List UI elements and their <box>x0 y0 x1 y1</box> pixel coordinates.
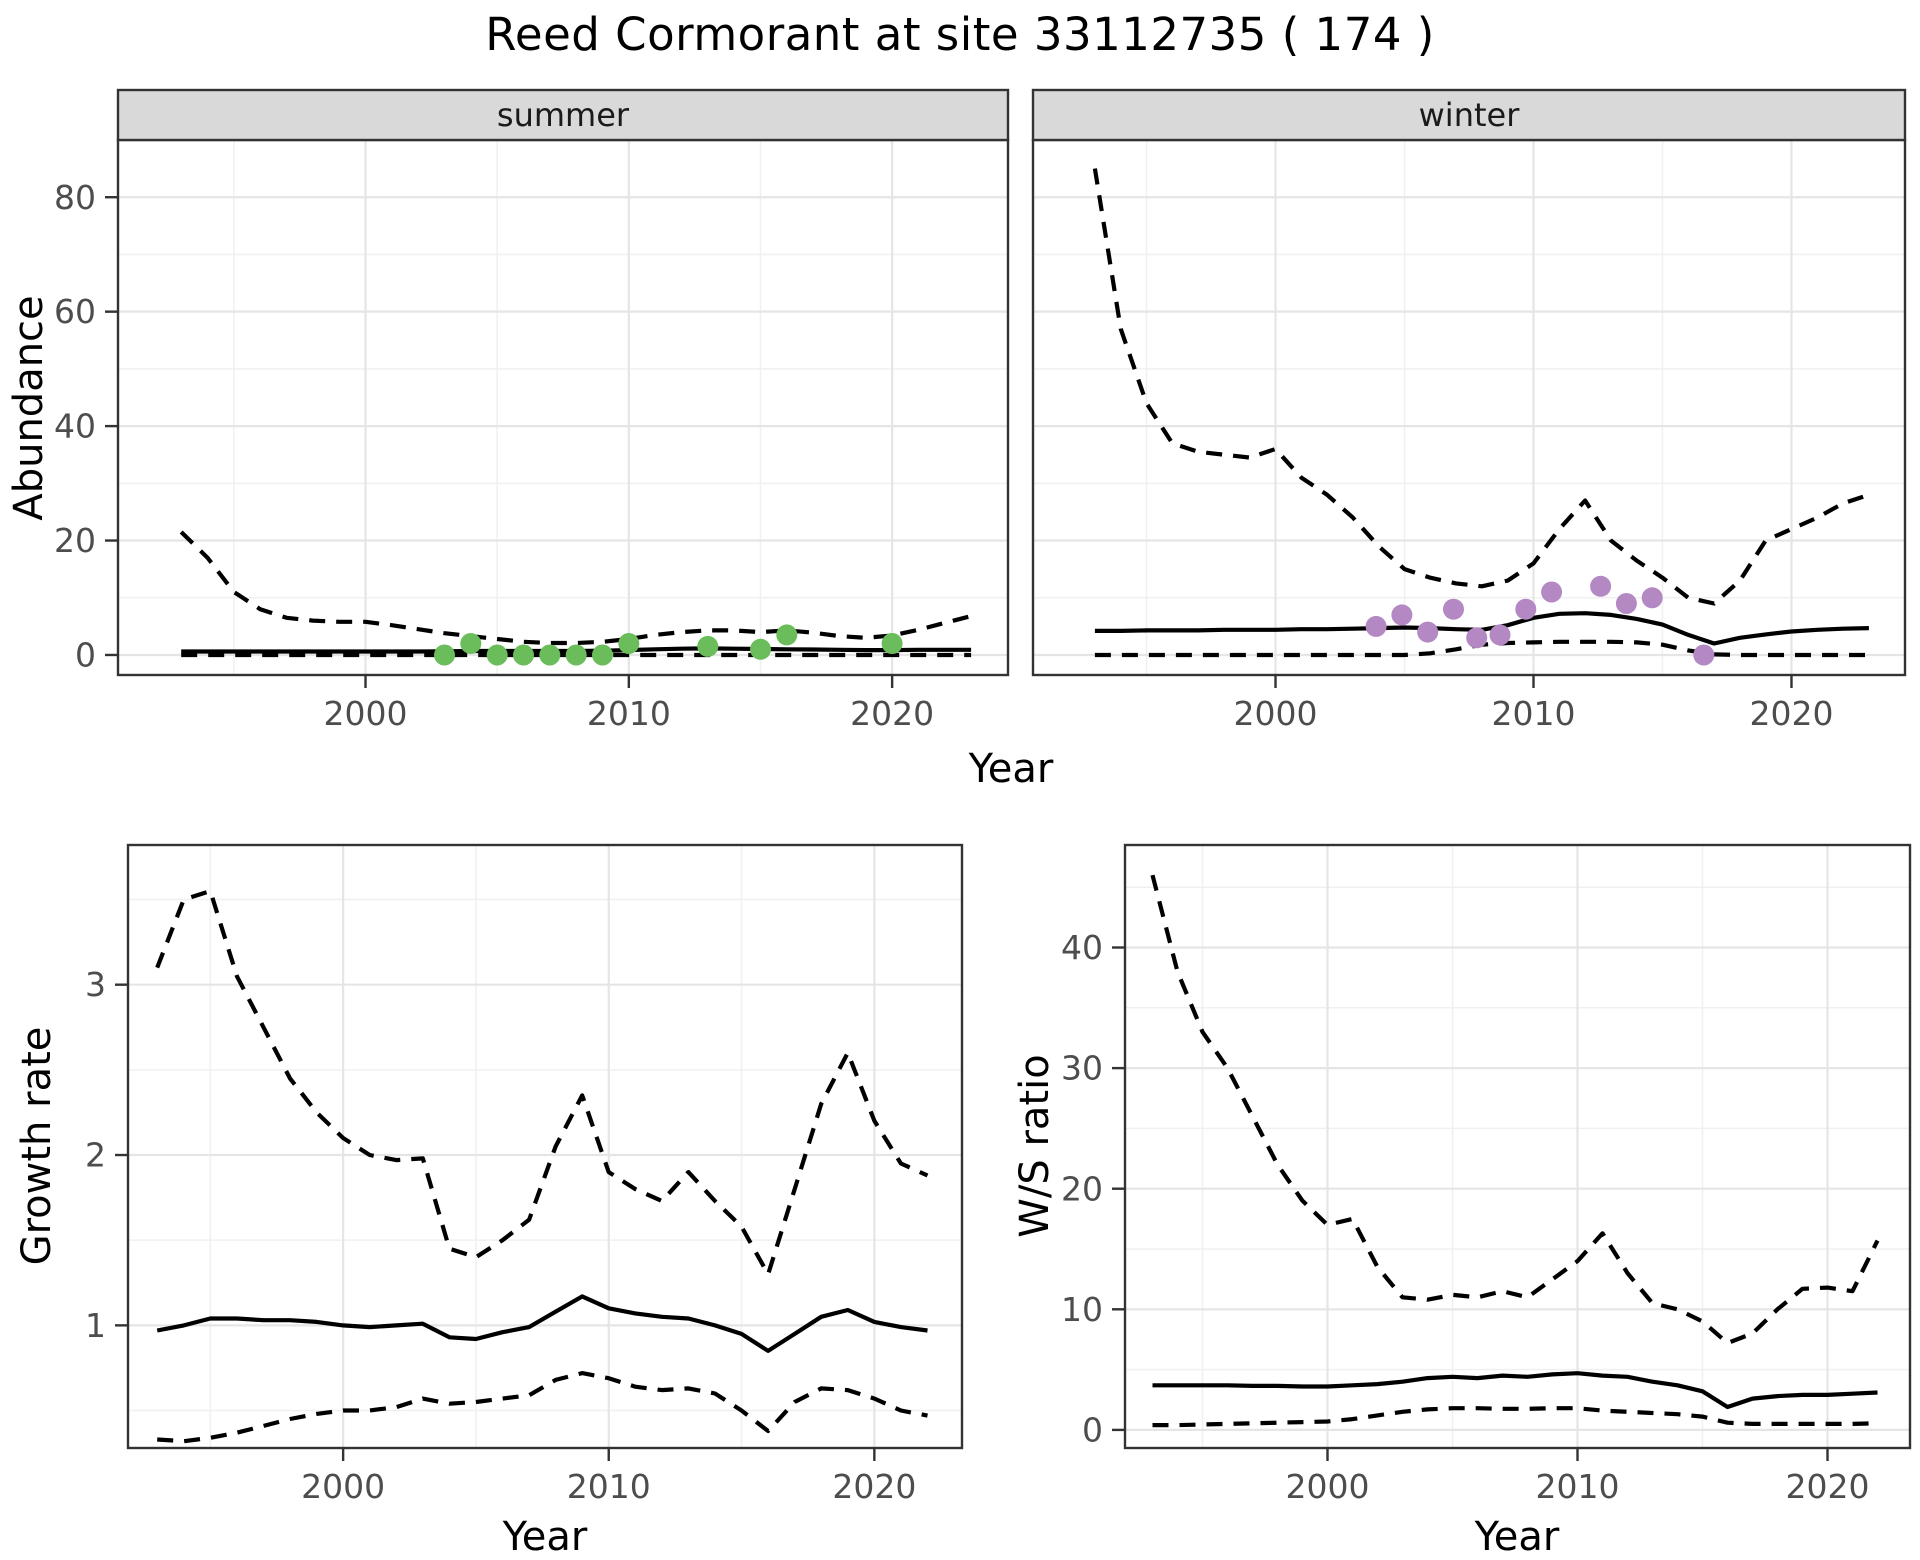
x-axis-title-ws-ratio: Year <box>1474 1514 1560 1560</box>
x-tick-label: 2020 <box>832 1467 916 1506</box>
ws-ratio-lower-ci-line <box>1152 1406 1878 1428</box>
y-tick-label: 80 <box>54 178 96 217</box>
y-axis-title-ws-ratio: W/S ratio <box>1012 1054 1058 1237</box>
panel-ws-ratio: 2000 2010 2020 0 10 20 30 40 Year W/S ratio <box>1012 843 1912 1560</box>
summer-count-point <box>539 644 561 666</box>
x-tick-label: 2020 <box>1786 1467 1870 1506</box>
x-tick-label: 2000 <box>1234 694 1318 733</box>
winter-count-point <box>1365 615 1387 637</box>
y-axis-title-growth-rate: Growth rate <box>14 1027 60 1266</box>
y-tick-label: 20 <box>54 521 96 560</box>
x-axis-title-growth-rate: Year <box>502 1514 588 1560</box>
summer-count-point <box>697 635 719 657</box>
series-group <box>1092 168 1870 666</box>
y-tick-label: 10 <box>1061 1290 1103 1329</box>
ws-ratio-upper-ci-line <box>1150 874 1880 1346</box>
panel-background <box>118 140 1008 675</box>
y-tick-label: 20 <box>1061 1169 1103 1208</box>
winter-count-point <box>1443 598 1464 620</box>
y-tick-label: 40 <box>54 407 96 446</box>
x-axis-title-abundance-summer: Year <box>968 746 1054 792</box>
winter-count-point <box>1693 644 1715 666</box>
x-tick-label: 2010 <box>1492 694 1576 733</box>
summer-count-point <box>776 624 798 646</box>
facet-strip-winter <box>1031 88 1907 142</box>
winter-count-point <box>1466 627 1488 649</box>
x-tick-label: 2000 <box>324 694 408 733</box>
panel-abundance-summer: summer 2000 2010 2020 0 20 40 60 80 Year Abundance <box>6 88 1054 792</box>
facet-strip-label-summer: summer <box>497 96 630 134</box>
series-group <box>155 888 929 1444</box>
panel-abundance-winter: winter 2000 2010 2020 <box>1031 88 1907 733</box>
series-group <box>1150 874 1880 1428</box>
y-tick-label: 0 <box>1082 1410 1103 1449</box>
ws-ratio-median-line <box>1152 1371 1878 1410</box>
winter-count-point <box>1391 604 1413 626</box>
winter-count-point <box>1590 575 1612 597</box>
abundance-winter-upper-ci-line <box>1092 168 1870 606</box>
summer-count-point <box>486 644 508 666</box>
y-tick-label: 1 <box>85 1306 106 1345</box>
x-tick-label: 2010 <box>587 694 671 733</box>
y-tick-label: 3 <box>85 965 106 1004</box>
winter-count-point <box>1541 581 1563 603</box>
y-tick-label: 0 <box>75 636 96 675</box>
x-tick-label: 2000 <box>301 1467 385 1506</box>
winter-count-point <box>1417 621 1439 643</box>
x-tick-label: 2010 <box>567 1467 651 1506</box>
winter-count-point <box>1489 624 1511 646</box>
facet-strip-summer <box>116 88 1010 142</box>
y-tick-label: 40 <box>1061 928 1103 967</box>
panel-growth-rate: 2000 2010 2020 1 2 3 Year Growth rate <box>14 843 964 1560</box>
summer-count-point <box>513 644 534 666</box>
summer-count-point <box>460 633 482 654</box>
plot-title: Reed Cormorant at site 33112735 ( 174 ) <box>485 8 1435 61</box>
growth-rate-lower-ci-line <box>157 1371 928 1444</box>
winter-count-point <box>1615 593 1637 614</box>
x-tick-label: 2020 <box>850 694 934 733</box>
y-tick-label: 60 <box>54 292 96 331</box>
growth-rate-median-line <box>156 1294 928 1353</box>
y-axis-title-abundance-summer: Abundance <box>6 295 52 520</box>
panel-background <box>128 845 962 1448</box>
winter-count-point <box>1515 598 1537 620</box>
winter-count-point <box>1641 587 1663 609</box>
y-tick-label: 30 <box>1061 1049 1103 1088</box>
panel-background <box>1125 845 1910 1448</box>
summer-count-point <box>750 638 771 660</box>
facet-strip-label-winter: winter <box>1419 96 1521 134</box>
summer-count-point <box>881 633 903 654</box>
panel-border <box>126 843 964 1450</box>
x-tick-label: 2010 <box>1536 1467 1620 1506</box>
abundance-summer-upper-ci-line <box>179 530 972 646</box>
y-tick-label: 2 <box>85 1136 106 1175</box>
summer-count-point <box>618 633 640 654</box>
x-tick-label: 2000 <box>1286 1467 1370 1506</box>
series-group <box>179 530 972 666</box>
summer-count-point <box>592 644 613 666</box>
summer-count-point <box>434 644 455 666</box>
panel-background <box>1033 140 1905 675</box>
x-tick-label: 2020 <box>1749 694 1833 733</box>
summer-count-point <box>565 644 587 666</box>
panel-border <box>1123 843 1912 1450</box>
